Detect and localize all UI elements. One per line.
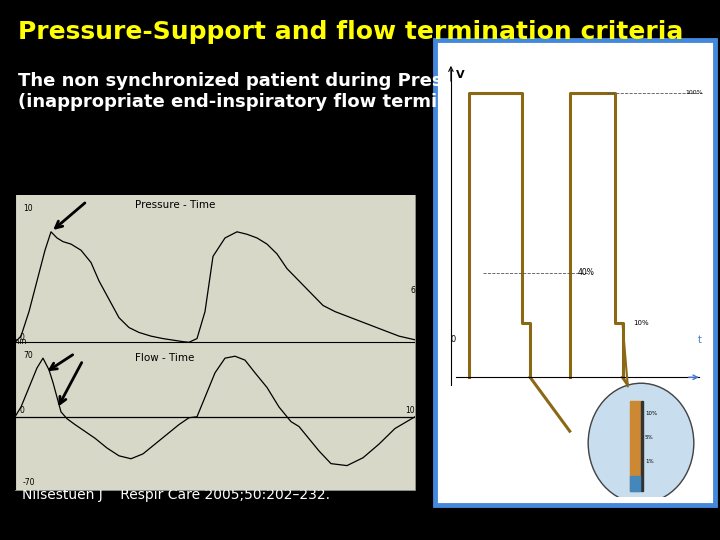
- Circle shape: [588, 383, 694, 503]
- Text: t: t: [698, 335, 702, 345]
- Text: 0: 0: [451, 335, 456, 345]
- Text: The non synchronized patient during Pressure-Support: The non synchronized patient during Pres…: [18, 72, 576, 90]
- Text: 70: 70: [23, 351, 32, 360]
- Text: (inappropriate end-inspiratory flow termination criteria): (inappropriate end-inspiratory flow term…: [18, 93, 590, 111]
- Text: cmH2O: cmH2O: [7, 183, 35, 192]
- Text: 0: 0: [19, 406, 24, 415]
- Text: 10%: 10%: [633, 320, 649, 326]
- Text: Pressure-Support and flow termination criteria: Pressure-Support and flow termination cr…: [18, 20, 683, 44]
- Text: 100%: 100%: [685, 90, 703, 96]
- Text: 0: 0: [19, 333, 24, 342]
- Bar: [15, 195, 415, 490]
- Text: 1%: 1%: [645, 458, 654, 463]
- Text: 10: 10: [405, 406, 415, 415]
- Text: -70: -70: [23, 478, 35, 488]
- Text: l/min: l/min: [7, 336, 27, 346]
- Text: 6: 6: [410, 286, 415, 295]
- Text: Pressure - Time: Pressure - Time: [135, 200, 215, 210]
- Text: Nilsestuen J    Respir Care 2005;50:202–232.: Nilsestuen J Respir Care 2005;50:202–232…: [22, 488, 330, 502]
- Bar: [631, 476, 639, 491]
- Bar: [631, 401, 639, 491]
- Text: 40%: 40%: [577, 268, 595, 277]
- Bar: [435, 40, 715, 505]
- Text: Flow - Time: Flow - Time: [135, 353, 194, 363]
- Bar: [641, 401, 642, 491]
- Text: 10: 10: [23, 204, 32, 213]
- Text: 10%: 10%: [645, 411, 657, 416]
- Text: 5%: 5%: [645, 435, 654, 440]
- Text: V: V: [456, 70, 465, 80]
